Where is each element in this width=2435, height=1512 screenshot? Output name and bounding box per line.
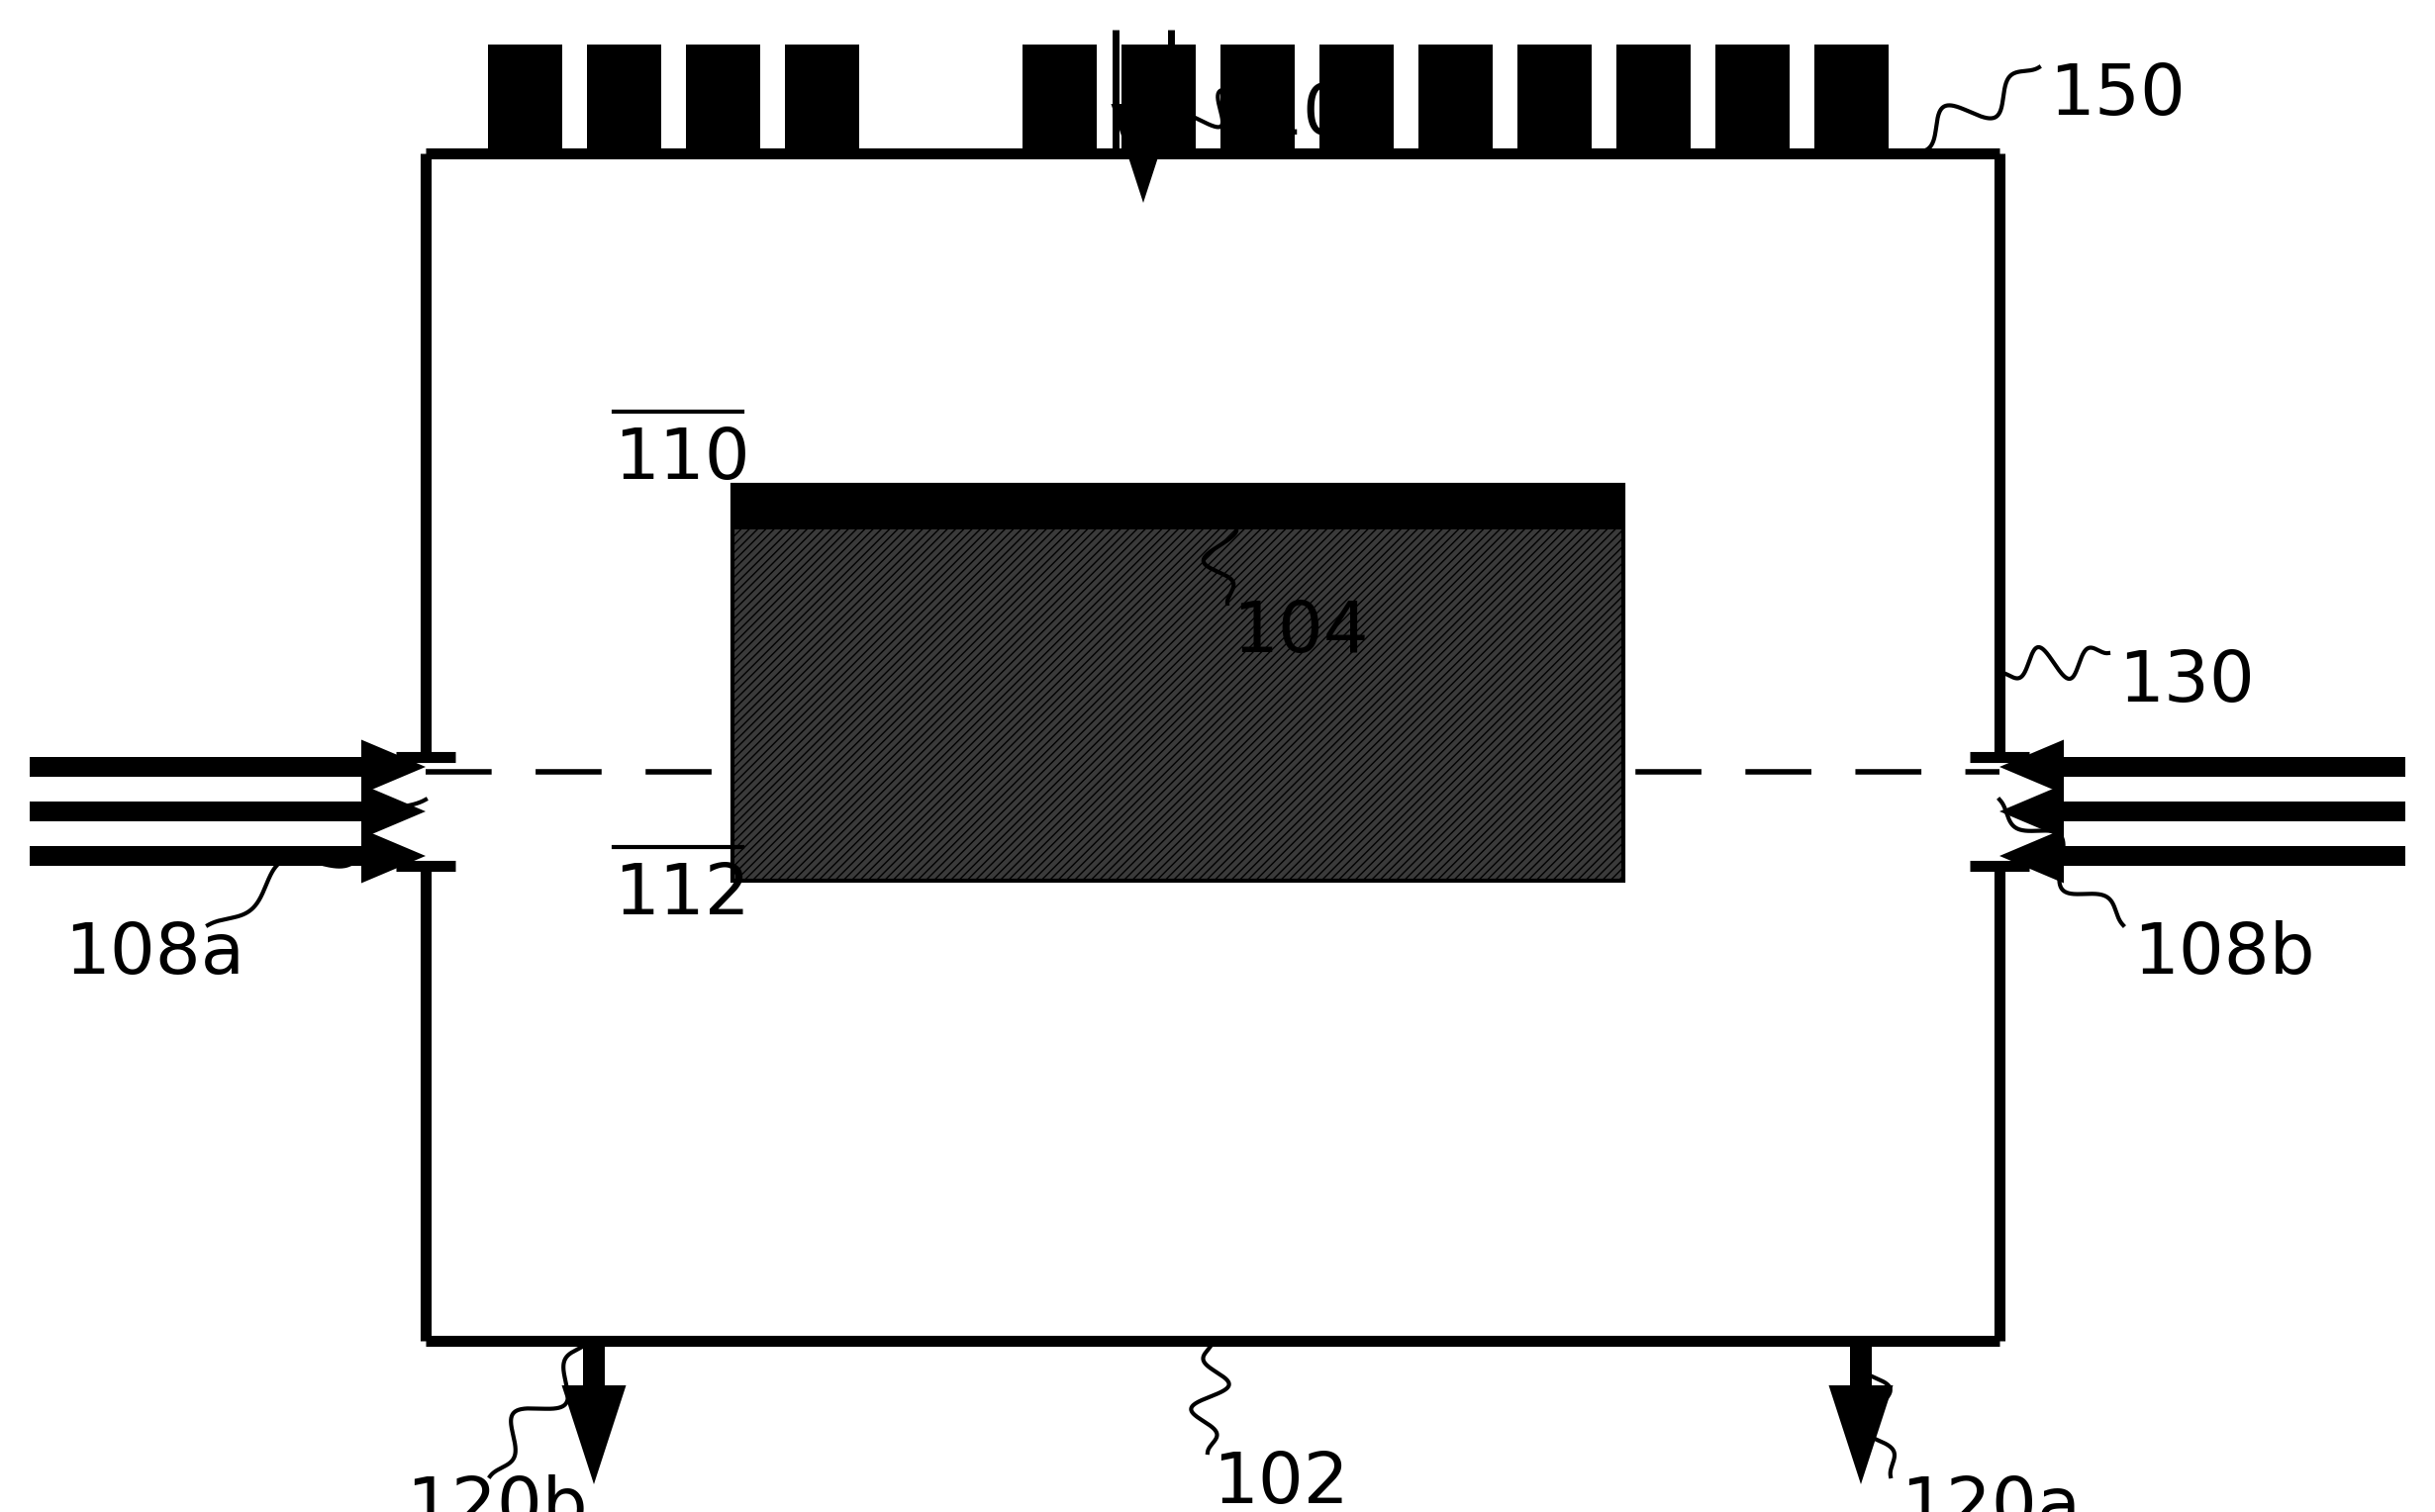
Text: 120a: 120a [1899, 1474, 2079, 1512]
Text: 108b: 108b [2133, 921, 2316, 989]
FancyArrow shape [1110, 70, 1176, 203]
FancyArrow shape [1999, 829, 2406, 883]
Text: 150: 150 [2048, 62, 2187, 130]
Text: 108a: 108a [63, 921, 244, 989]
FancyArrow shape [29, 785, 426, 839]
Bar [1220, 44, 1295, 153]
Text: 112: 112 [614, 860, 750, 930]
FancyArrow shape [29, 829, 426, 883]
FancyArrow shape [1999, 739, 2406, 794]
Text: 110: 110 [614, 425, 750, 494]
Bar [1814, 44, 1887, 153]
Bar [784, 44, 860, 153]
Text: 102: 102 [1213, 1450, 1349, 1512]
Bar [1714, 44, 1790, 153]
Bar [687, 44, 760, 153]
FancyArrow shape [562, 1341, 626, 1485]
FancyArrow shape [1829, 1341, 1892, 1485]
Bar [1320, 44, 1393, 153]
Bar [733, 485, 1624, 529]
Bar [1517, 44, 1590, 153]
FancyArrow shape [1999, 785, 2406, 839]
Text: 104: 104 [1232, 599, 1368, 667]
Bar [587, 44, 660, 153]
Bar [1023, 44, 1096, 153]
FancyArrow shape [29, 739, 426, 794]
Text: 130: 130 [2118, 649, 2255, 717]
Text: 106: 106 [1256, 82, 1393, 150]
Bar [1120, 44, 1196, 153]
Bar [487, 44, 562, 153]
Bar [733, 485, 1624, 880]
Bar [1417, 44, 1493, 153]
Text: 120b: 120b [407, 1474, 587, 1512]
Bar [1617, 44, 1690, 153]
